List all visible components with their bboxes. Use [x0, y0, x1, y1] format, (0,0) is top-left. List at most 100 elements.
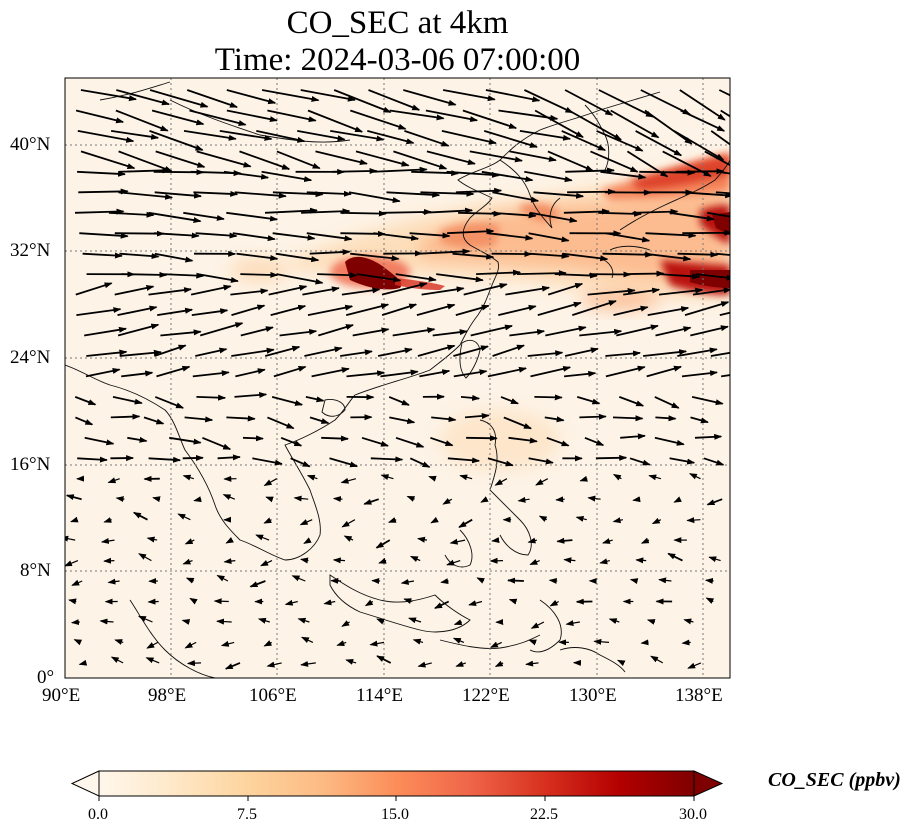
wind-arrow [547, 282, 584, 296]
wind-arrow [182, 558, 193, 565]
wind-arrow [720, 374, 730, 378]
wind-arrow [717, 170, 730, 175]
colorbar-max-extend [693, 770, 724, 797]
wind-arrow [261, 89, 320, 102]
wind-arrow [616, 659, 626, 667]
wind-arrow [534, 109, 584, 138]
wind-arrow [447, 228, 495, 235]
map-frame [64, 77, 731, 679]
wind-arrow [297, 130, 346, 142]
wind-arrow [329, 457, 359, 468]
wind-arrow [703, 457, 725, 466]
wind-arrow [417, 536, 428, 543]
wind-arrow [74, 396, 97, 406]
wind-arrow [704, 577, 714, 584]
colorbar-label: CO_SEC (ppbv) [768, 769, 901, 791]
wind-arrow [409, 555, 421, 563]
wind-arrow [352, 327, 390, 337]
wind-arrow [469, 150, 523, 163]
wind-arrow [364, 599, 374, 607]
wind-arrow [404, 130, 450, 147]
wind-arrow [65, 535, 76, 542]
wind-arrow [487, 366, 527, 378]
wind-arrow [680, 109, 726, 132]
wind-arrow [249, 580, 266, 588]
wind-arrow [655, 415, 677, 422]
wind-arrow [266, 661, 282, 668]
wind-arrow [492, 344, 525, 357]
wind-arrow [307, 109, 364, 133]
wind-arrow [231, 304, 266, 316]
wind-arrow [340, 210, 387, 217]
wind-arrow [184, 416, 214, 423]
wind-arrow [219, 130, 273, 141]
wind-arrow [564, 370, 597, 378]
wind-arrow [116, 89, 170, 106]
wind-arrow [234, 191, 287, 199]
wind-arrow [304, 346, 343, 357]
wind-arrow [80, 150, 136, 170]
wind-arrow [545, 325, 587, 337]
wind-arrow [527, 350, 564, 357]
wind-arrow [651, 517, 662, 525]
wind-arrow [644, 252, 692, 262]
wind-arrow [263, 478, 277, 487]
wind-arrow [195, 232, 238, 239]
wind-arrow [189, 597, 198, 605]
wind-arrow [455, 304, 490, 316]
wind-arrow [417, 344, 456, 357]
wind-arrow [524, 89, 574, 114]
wind-arrow [71, 579, 83, 586]
wind-arrow [307, 304, 354, 316]
wind-arrow [618, 396, 645, 407]
wind-arrow [333, 89, 392, 114]
wind-arrow [376, 655, 392, 664]
wind-arrow [677, 251, 719, 258]
wind-arrow [453, 369, 488, 378]
wind-arrow [272, 191, 324, 198]
wind-arrow [646, 365, 682, 378]
wind-arrow [148, 287, 192, 296]
wind-arrow [715, 252, 730, 256]
wind-arrow [683, 618, 694, 625]
wind-arrow [707, 211, 730, 218]
wind-arrow [425, 109, 479, 123]
wind-arrow [154, 191, 202, 199]
wind-arrow [196, 394, 227, 401]
wind-arrow [355, 150, 410, 167]
wind-arrow [375, 539, 391, 549]
wind-arrow [393, 150, 448, 170]
wind-arrow [563, 557, 576, 564]
lat-tick-8n: 8°N [20, 560, 51, 581]
wind-arrow [673, 496, 682, 503]
wind-arrow [226, 89, 277, 105]
wind-arrow [127, 436, 148, 443]
wind-arrow [152, 496, 161, 503]
wind-arrow [78, 659, 88, 666]
wind-arrow [629, 578, 639, 585]
wind-arrow [103, 557, 115, 564]
wind-arrow [148, 456, 182, 463]
wind-arrow [529, 252, 570, 259]
wind-arrow [561, 130, 607, 152]
wind-arrow [114, 284, 155, 296]
wind-arrow [232, 232, 276, 242]
wind-arrow [264, 207, 318, 214]
wind-arrow [669, 211, 715, 222]
wind-arrow [276, 150, 321, 170]
wind-arrow [556, 537, 573, 544]
wind-arrow [300, 557, 309, 564]
wind-arrow [620, 433, 646, 440]
wind-arrow [363, 498, 379, 505]
wind-arrow [75, 416, 94, 426]
wind-arrow [463, 283, 508, 296]
wind-arrow [420, 190, 475, 197]
wind-arrow [565, 167, 615, 174]
wind-arrow [117, 305, 158, 316]
wind-arrow [705, 597, 715, 604]
wind-arrow [644, 109, 693, 145]
wind-arrow [332, 496, 343, 503]
wind-arrow [654, 396, 680, 409]
colorbar-gradient [99, 771, 694, 796]
wind-arrow [508, 436, 538, 444]
